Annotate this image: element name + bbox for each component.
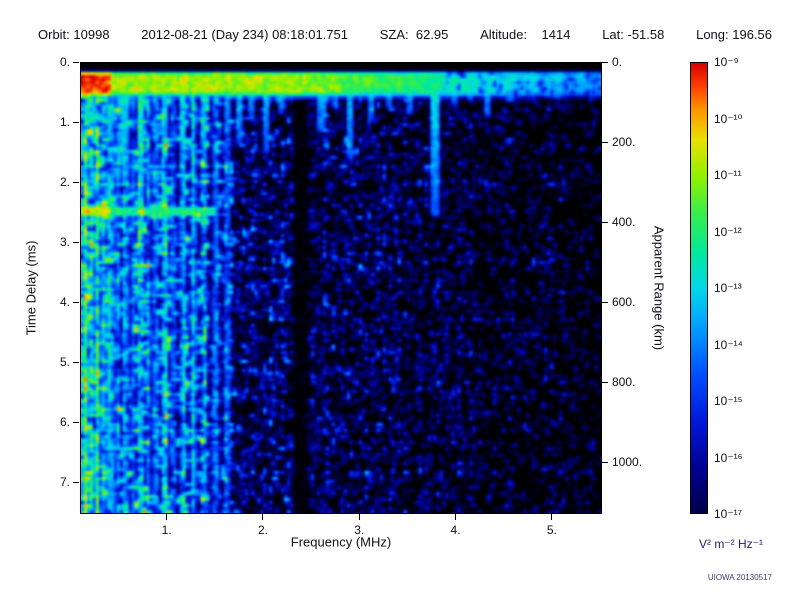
y-tick-label: 5. <box>59 355 70 369</box>
y-tick-mark <box>73 301 79 303</box>
y-tick-mark <box>73 61 79 63</box>
y-tick-label: 0. <box>59 55 70 69</box>
y-tick-label: 7. <box>59 475 70 489</box>
colorbar-tick-label: 10⁻¹² <box>714 224 742 239</box>
right-tick-label: 200. <box>612 135 636 150</box>
right-tick-label: 400. <box>612 215 636 230</box>
plot-frame <box>80 62 602 514</box>
y-tick-label: 2. <box>59 175 70 189</box>
x-tick-label: 4. <box>450 523 461 537</box>
right-tick-mark <box>602 221 608 223</box>
right-tick-mark <box>602 301 608 303</box>
colorbar-tick-label: 10⁻⁹ <box>714 55 739 69</box>
colorbar-tick-label: 10⁻¹³ <box>714 281 742 295</box>
colorbar-tick-label: 10⁻¹⁰ <box>714 111 743 126</box>
right-tick-label: 600. <box>612 295 636 310</box>
y-tick-mark <box>73 121 79 123</box>
colorbar-units: V² m⁻² Hz⁻¹ <box>699 537 763 551</box>
colorbar-tick-label: 10⁻¹⁷ <box>714 507 743 521</box>
y-tick-mark <box>73 241 79 243</box>
x-tick-mark <box>262 514 264 520</box>
colorbar-gradient <box>690 62 708 514</box>
colorbar-tick-label: 10⁻¹¹ <box>714 168 742 182</box>
right-axis-title: Apparent Range (km) <box>651 225 667 351</box>
y-tick-mark <box>73 421 79 423</box>
header-sza: SZA: 62.95 <box>379 27 449 42</box>
header-long: Long: 196.56 <box>696 27 772 42</box>
y-tick-label: 4. <box>59 295 70 309</box>
x-tick-label: 3. <box>354 523 365 537</box>
header-orbit: Orbit: 10998 <box>38 27 110 42</box>
right-tick-label: 1000. <box>612 455 643 470</box>
header-altitude: Altitude: 1414 <box>480 27 571 42</box>
right-tick-mark <box>602 141 608 143</box>
y-axis-title: Time Delay (ms) <box>23 240 39 336</box>
colorbar-tick-label: 10⁻¹⁶ <box>714 450 743 465</box>
y-tick-mark <box>73 481 79 483</box>
colorbar-tick-label: 10⁻¹⁵ <box>714 394 743 408</box>
y-tick-mark <box>73 361 79 363</box>
x-tick-label: 1. <box>161 523 172 537</box>
colorbar-tick-label: 10⁻¹⁴ <box>714 337 743 352</box>
header-datetime: 2012-08-21 (Day 234) 08:18:01.751 <box>141 27 348 42</box>
watermark: UIOWA 20130517 <box>707 573 772 582</box>
right-tick-mark <box>602 381 608 383</box>
right-tick-mark <box>602 461 608 463</box>
x-tick-mark <box>166 514 168 520</box>
right-tick-label: 0. <box>612 55 623 69</box>
header-line: Orbit: 10998 2012-08-21 (Day 234) 08:18:… <box>38 27 772 42</box>
x-tick-label: 5. <box>546 523 557 537</box>
header-lat: Lat: -51.58 <box>602 27 665 42</box>
x-axis-title: Frequency (MHz) <box>290 534 392 550</box>
y-tick-label: 1. <box>59 115 70 129</box>
x-tick-mark <box>455 514 457 520</box>
x-tick-mark <box>358 514 360 520</box>
right-tick-mark <box>602 61 608 63</box>
y-tick-mark <box>73 181 79 183</box>
y-tick-label: 6. <box>59 415 70 429</box>
spectrogram-canvas <box>81 63 601 513</box>
x-tick-label: 2. <box>257 523 268 537</box>
x-tick-mark <box>551 514 553 520</box>
right-tick-label: 800. <box>612 375 636 390</box>
y-tick-label: 3. <box>59 235 70 249</box>
